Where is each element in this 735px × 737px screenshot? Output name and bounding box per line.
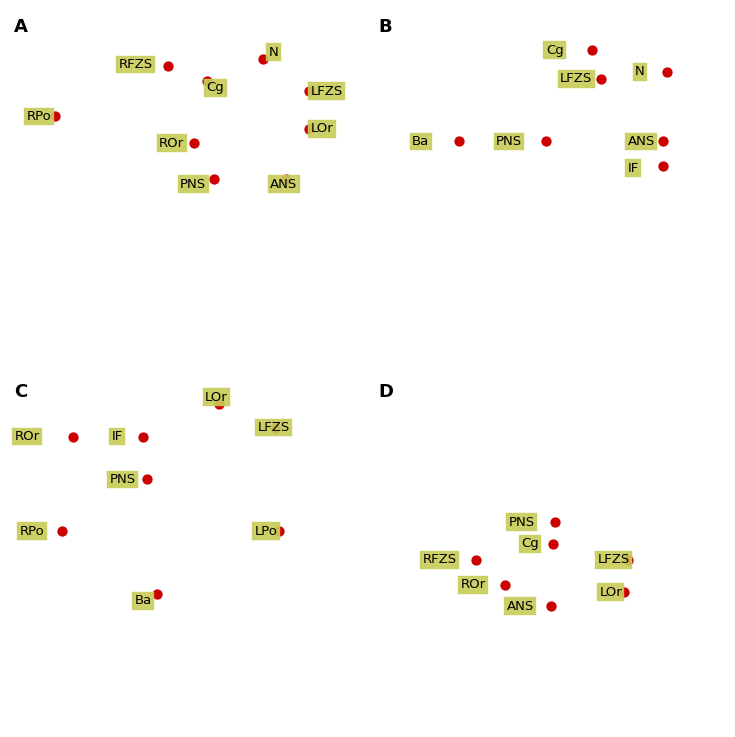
Point (49, 111, 61, 122)
Point (273, 525, 285, 537)
Text: PNS: PNS (110, 473, 136, 486)
Text: LFZS: LFZS (560, 72, 592, 85)
Text: ANS: ANS (628, 135, 655, 148)
Point (137, 430, 149, 442)
Point (303, 123, 315, 135)
Point (56, 525, 68, 537)
Text: N: N (268, 46, 278, 58)
Text: RFZS: RFZS (118, 58, 153, 71)
Text: A: A (15, 18, 28, 36)
Text: PNS: PNS (509, 516, 534, 529)
Text: ANS: ANS (506, 600, 534, 612)
Point (188, 137, 200, 149)
Point (303, 85, 315, 97)
Text: RFZS: RFZS (423, 553, 457, 566)
Text: C: C (15, 383, 28, 401)
Point (622, 554, 634, 566)
Point (545, 601, 557, 612)
Text: Cg: Cg (207, 81, 224, 94)
Point (208, 173, 220, 185)
Text: PNS: PNS (496, 135, 522, 148)
Point (470, 554, 482, 566)
Text: PNS: PNS (180, 178, 207, 191)
Point (213, 399, 225, 411)
Point (201, 74, 212, 86)
Text: LFZS: LFZS (311, 85, 343, 98)
Point (549, 517, 561, 528)
Point (270, 422, 282, 433)
Text: B: B (379, 18, 392, 36)
Point (141, 474, 153, 486)
Text: ROr: ROr (460, 579, 485, 591)
Text: D: D (379, 383, 393, 401)
Point (257, 53, 269, 65)
Point (662, 66, 673, 77)
Point (595, 73, 607, 85)
Text: LFZS: LFZS (598, 553, 630, 566)
Text: LOr: LOr (599, 585, 622, 598)
Text: LPo: LPo (254, 525, 277, 538)
Text: IF: IF (112, 430, 123, 443)
Text: ROr: ROr (159, 136, 184, 150)
Point (162, 60, 173, 72)
Text: RPo: RPo (26, 110, 51, 123)
Text: LFZS: LFZS (258, 421, 290, 434)
Point (658, 136, 670, 147)
Point (280, 173, 292, 185)
Text: Cg: Cg (546, 43, 564, 57)
Text: ROr: ROr (15, 430, 40, 443)
Text: LOr: LOr (205, 391, 228, 404)
Point (453, 136, 465, 147)
Text: LOr: LOr (311, 122, 334, 136)
Text: RPo: RPo (20, 525, 44, 538)
Text: ANS: ANS (270, 178, 298, 191)
Point (499, 579, 511, 591)
Point (151, 588, 163, 600)
Point (547, 538, 559, 550)
Point (618, 586, 630, 598)
Text: N: N (635, 65, 645, 78)
Point (67, 430, 79, 442)
Text: Cg: Cg (521, 537, 539, 551)
Text: IF: IF (628, 161, 639, 175)
Text: Ba: Ba (135, 595, 151, 607)
Text: Ba: Ba (412, 135, 429, 148)
Point (658, 161, 670, 172)
Point (540, 136, 552, 147)
Point (587, 44, 598, 56)
